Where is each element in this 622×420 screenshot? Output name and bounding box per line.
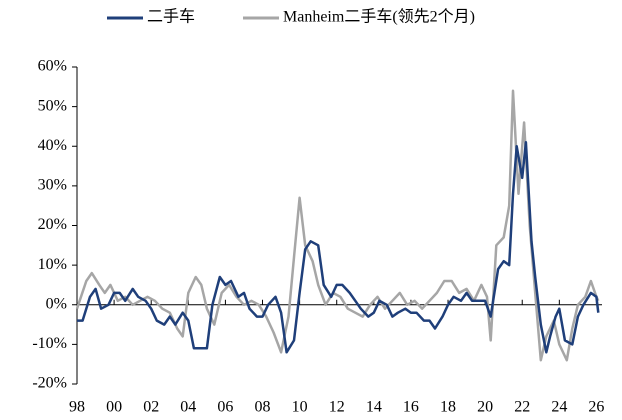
y-tick-label: -20% — [32, 375, 67, 392]
x-tick-label: 26 — [588, 399, 604, 416]
y-tick-label: 40% — [38, 137, 67, 154]
y-tick-label: -10% — [32, 335, 67, 352]
x-tick-label: 98 — [69, 399, 85, 416]
x-tick-label: 14 — [366, 399, 382, 416]
y-tick-label: 50% — [38, 97, 67, 114]
legend-label: 二手车 — [147, 8, 195, 26]
x-tick-label: 10 — [292, 399, 308, 416]
x-tick-label: 18 — [440, 399, 456, 416]
y-tick-label: 20% — [38, 216, 67, 233]
x-tick-label: 20 — [477, 399, 493, 416]
y-tick-label: 30% — [38, 177, 67, 194]
x-tick-label: 00 — [106, 399, 122, 416]
x-tick-label: 16 — [403, 399, 419, 416]
x-tick-label: 08 — [255, 399, 271, 416]
y-tick-label: 60% — [38, 58, 67, 75]
x-tick-label: 24 — [551, 399, 567, 416]
x-tick-label: 12 — [329, 399, 345, 416]
x-tick-label: 22 — [514, 399, 530, 416]
x-tick-label: 06 — [217, 399, 233, 416]
line-series — [75, 89, 600, 362]
line-series — [77, 141, 600, 354]
y-tick-label: 10% — [38, 256, 67, 273]
legend-label: Manheim二手车(领先2个月) — [283, 8, 475, 26]
y-tick-label: 0% — [46, 295, 67, 312]
x-tick-label: 02 — [143, 399, 159, 416]
x-tick-label: 04 — [180, 399, 196, 416]
